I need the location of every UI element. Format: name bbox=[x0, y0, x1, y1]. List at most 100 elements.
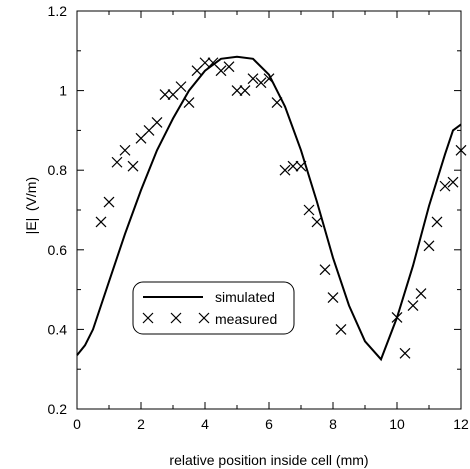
marker-stroke bbox=[223, 61, 235, 73]
marker-stroke bbox=[447, 176, 459, 188]
x-tick-label: 10 bbox=[389, 416, 405, 432]
marker-stroke bbox=[127, 160, 139, 172]
legend: simulated measured bbox=[132, 281, 295, 335]
series-measured-markers bbox=[95, 57, 467, 359]
legend-measured-marker bbox=[170, 312, 182, 324]
measured-point bbox=[215, 65, 227, 77]
measured-point bbox=[311, 216, 323, 228]
marker-stroke bbox=[399, 347, 411, 359]
measured-point bbox=[103, 196, 115, 208]
measured-point bbox=[95, 216, 107, 228]
measured-point bbox=[407, 300, 419, 311]
measured-point bbox=[175, 81, 187, 93]
measured-point bbox=[151, 117, 163, 128]
marker-stroke bbox=[439, 180, 451, 192]
marker-stroke bbox=[111, 156, 123, 168]
x-tick-label: 4 bbox=[201, 416, 209, 432]
y-axis-label-symbol: |E| bbox=[23, 218, 39, 235]
marker-stroke bbox=[142, 312, 154, 324]
x-tick-label: 12 bbox=[453, 416, 469, 432]
measured-point bbox=[295, 160, 307, 172]
measured-point bbox=[391, 312, 403, 323]
measured-point bbox=[271, 97, 283, 108]
marker-stroke bbox=[415, 288, 427, 300]
marker-stroke bbox=[271, 97, 283, 108]
y-tick-label: 0.8 bbox=[48, 162, 68, 178]
marker-stroke bbox=[103, 196, 115, 208]
measured-point bbox=[327, 292, 339, 303]
legend-measured-marker bbox=[198, 312, 210, 324]
measured-point bbox=[127, 160, 139, 172]
y-tick-label: 0.2 bbox=[48, 401, 68, 417]
legend-measured-marker bbox=[142, 312, 154, 324]
marker-stroke bbox=[247, 73, 259, 85]
marker-stroke bbox=[335, 323, 347, 335]
marker-stroke bbox=[287, 160, 299, 172]
x-tick-label: 2 bbox=[137, 416, 145, 432]
measured-point bbox=[247, 73, 259, 85]
x-tick-label: 0 bbox=[73, 416, 81, 432]
measured-point bbox=[239, 85, 251, 97]
measured-point bbox=[439, 180, 451, 192]
x-axis-label: relative position inside cell (mm) bbox=[169, 452, 368, 468]
y-axis-label: |E| (V/m) bbox=[23, 177, 39, 234]
marker-stroke bbox=[170, 312, 182, 324]
marker-stroke bbox=[175, 81, 187, 93]
measured-point bbox=[423, 240, 435, 252]
marker-stroke bbox=[319, 264, 331, 276]
x-tick-label: 8 bbox=[329, 416, 337, 432]
marker-stroke bbox=[407, 300, 419, 311]
marker-stroke bbox=[279, 164, 291, 176]
marker-stroke bbox=[263, 73, 275, 85]
y-tick-label: 1.2 bbox=[48, 3, 68, 19]
marker-stroke bbox=[391, 312, 403, 323]
measured-point bbox=[415, 288, 427, 300]
marker-stroke bbox=[183, 97, 195, 108]
legend-measured-label: measured bbox=[215, 311, 277, 327]
marker-stroke bbox=[255, 77, 267, 89]
marker-stroke bbox=[215, 65, 227, 77]
tick-labels: 0 2 4 6 8 10 12 0.2 0.4 0.6 0.8 1 1.2 bbox=[48, 3, 469, 432]
measured-point bbox=[231, 85, 243, 97]
marker-stroke bbox=[159, 89, 171, 101]
marker-stroke bbox=[327, 292, 339, 303]
measured-point bbox=[431, 216, 443, 228]
marker-stroke bbox=[231, 85, 243, 97]
marker-stroke bbox=[199, 57, 211, 69]
marker-stroke bbox=[311, 216, 323, 228]
y-axis-label-unit: (V/m) bbox=[23, 177, 39, 211]
legend-simulated-label: simulated bbox=[215, 289, 275, 305]
y-tick-label: 0.6 bbox=[48, 242, 68, 258]
measured-point bbox=[255, 77, 267, 89]
marker-stroke bbox=[198, 312, 210, 324]
measured-point bbox=[287, 160, 299, 172]
x-tick-label: 6 bbox=[265, 416, 273, 432]
measured-point bbox=[183, 97, 195, 108]
measured-point bbox=[447, 176, 459, 188]
marker-stroke bbox=[239, 85, 251, 97]
plot-frame bbox=[76, 10, 462, 410]
measured-point bbox=[199, 57, 211, 69]
marker-stroke bbox=[119, 144, 131, 156]
y-tick-label: 0.4 bbox=[48, 321, 68, 337]
measured-point bbox=[319, 264, 331, 276]
marker-stroke bbox=[431, 216, 443, 228]
measured-point bbox=[159, 89, 171, 101]
measured-point bbox=[111, 156, 123, 168]
legend-measured-swatch bbox=[142, 312, 210, 324]
marker-stroke bbox=[423, 240, 435, 252]
marker-stroke bbox=[207, 57, 219, 69]
measured-point bbox=[399, 347, 411, 359]
measured-point bbox=[279, 164, 291, 176]
measured-point bbox=[335, 323, 347, 335]
marker-stroke bbox=[95, 216, 107, 228]
y-tick-label: 1 bbox=[59, 83, 67, 99]
marker-stroke bbox=[303, 204, 315, 216]
measured-point bbox=[119, 144, 131, 156]
measured-point bbox=[263, 73, 275, 85]
series-simulated-line bbox=[76, 55, 462, 362]
measured-point bbox=[303, 204, 315, 216]
measured-point bbox=[223, 61, 235, 73]
marker-stroke bbox=[295, 160, 307, 172]
